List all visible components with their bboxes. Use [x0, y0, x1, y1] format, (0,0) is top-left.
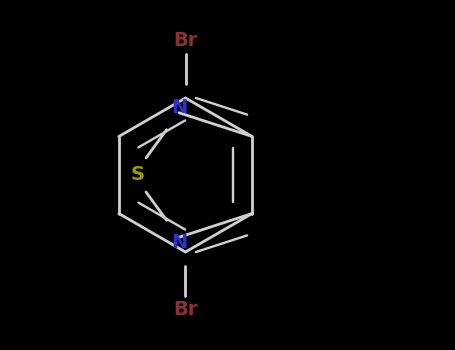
Text: Br: Br — [173, 31, 197, 50]
Text: N: N — [171, 233, 187, 252]
Text: Br: Br — [173, 300, 197, 319]
Text: S: S — [130, 166, 144, 184]
Text: N: N — [171, 98, 187, 117]
